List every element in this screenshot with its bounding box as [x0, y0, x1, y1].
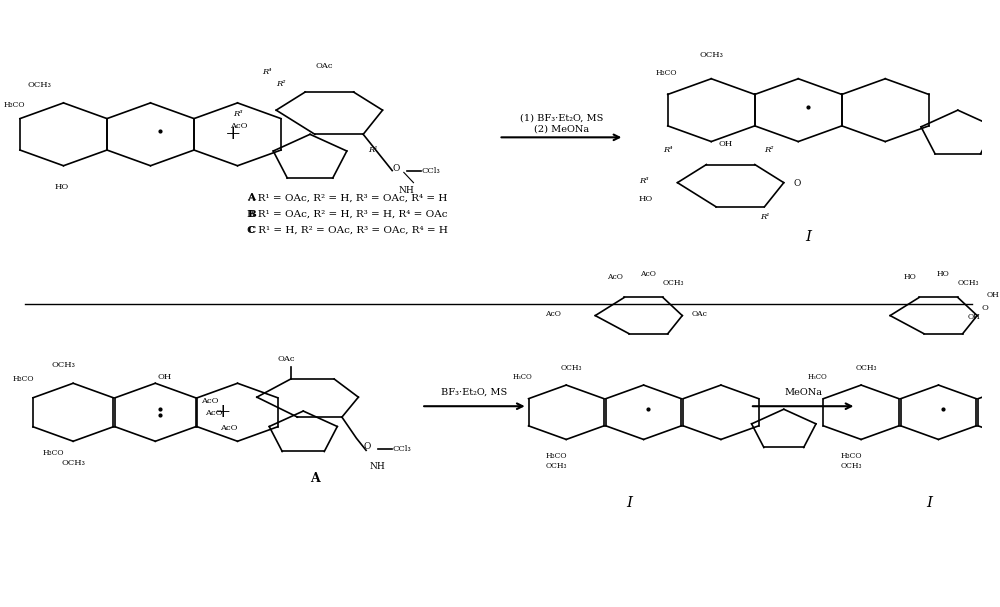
Text: OCH₃: OCH₃ [52, 361, 75, 369]
Text: CCl₃: CCl₃ [421, 166, 440, 175]
Text: (2) MeONa: (2) MeONa [534, 124, 589, 133]
Text: C: C [247, 226, 255, 235]
Text: B: B [247, 209, 256, 219]
Text: OCH₃: OCH₃ [61, 459, 85, 467]
Text: AcO: AcO [607, 273, 623, 281]
Text: O: O [793, 178, 801, 188]
Text: A: A [310, 472, 320, 485]
Text: AcO: AcO [206, 409, 223, 417]
Text: HO: HO [54, 183, 69, 191]
Text: O: O [392, 163, 400, 172]
Text: OH: OH [967, 313, 980, 320]
Text: H₃CO: H₃CO [546, 452, 567, 459]
Text: +: + [224, 125, 241, 143]
Text: AcO: AcO [546, 310, 561, 317]
Text: I: I [626, 496, 632, 510]
Text: HO: HO [639, 195, 653, 203]
Text: OCH₃: OCH₃ [855, 364, 877, 372]
Text: OAc: OAc [277, 355, 295, 363]
Text: R²: R² [276, 80, 286, 88]
Text: HO: HO [903, 273, 916, 281]
Text: A: A [247, 193, 255, 202]
Text: I: I [926, 496, 932, 510]
Text: HO: HO [937, 270, 950, 279]
Text: AcO: AcO [230, 122, 247, 131]
Text: NH: NH [399, 186, 415, 195]
Text: OH: OH [987, 291, 1000, 299]
Text: H₃CO: H₃CO [808, 373, 827, 381]
Text: A R¹ = OAc, R² = H, R³ = OAc, R⁴ = H: A R¹ = OAc, R² = H, R³ = OAc, R⁴ = H [247, 193, 448, 202]
Text: B R¹ = OAc, R² = H, R³ = H, R⁴ = OAc: B R¹ = OAc, R² = H, R³ = H, R⁴ = OAc [247, 209, 448, 219]
Text: H₃CO: H₃CO [13, 375, 34, 383]
Text: NH: NH [370, 463, 386, 472]
Text: MeONa: MeONa [784, 388, 822, 397]
Text: H₃CO: H₃CO [841, 452, 862, 459]
Text: R³: R³ [233, 110, 242, 118]
Text: OCH₃: OCH₃ [663, 279, 684, 287]
Text: R¹: R¹ [760, 213, 769, 221]
Text: +: + [215, 403, 231, 421]
Text: OH: OH [719, 140, 733, 148]
Text: R¹: R¹ [368, 146, 378, 154]
Text: OCH₃: OCH₃ [560, 364, 582, 372]
Text: AcO: AcO [220, 424, 238, 432]
Text: OCH₃: OCH₃ [841, 462, 862, 470]
Text: C R¹ = H, R² = OAc, R³ = OAc, R⁴ = H: C R¹ = H, R² = OAc, R³ = OAc, R⁴ = H [247, 226, 448, 235]
Text: AcO: AcO [201, 397, 218, 405]
Text: (1) BF₃·Et₂O, MS: (1) BF₃·Et₂O, MS [520, 114, 603, 122]
Text: OCH₃: OCH₃ [27, 81, 51, 89]
Text: H₃CO: H₃CO [3, 101, 25, 109]
Text: CCl₃: CCl₃ [392, 444, 411, 452]
Text: AcO: AcO [640, 270, 656, 279]
Text: H₃CO: H₃CO [513, 373, 532, 381]
Text: H₃CO: H₃CO [43, 449, 65, 456]
Text: R⁴: R⁴ [262, 68, 271, 76]
Text: H₃CO: H₃CO [656, 69, 677, 76]
Text: OCH₃: OCH₃ [546, 462, 567, 470]
Text: OCH₃: OCH₃ [958, 279, 979, 287]
Text: R⁴: R⁴ [663, 146, 673, 154]
Text: OAc: OAc [692, 310, 708, 317]
Text: O: O [982, 304, 989, 311]
Text: R³: R³ [639, 177, 648, 185]
Text: OH: OH [158, 373, 172, 381]
Text: BF₃·Et₂O, MS: BF₃·Et₂O, MS [441, 388, 508, 397]
Text: O: O [363, 441, 371, 450]
Text: I: I [805, 230, 811, 244]
Text: OCH₃: OCH₃ [699, 51, 723, 59]
Text: OAc: OAc [316, 62, 333, 70]
Text: R²: R² [764, 146, 774, 154]
